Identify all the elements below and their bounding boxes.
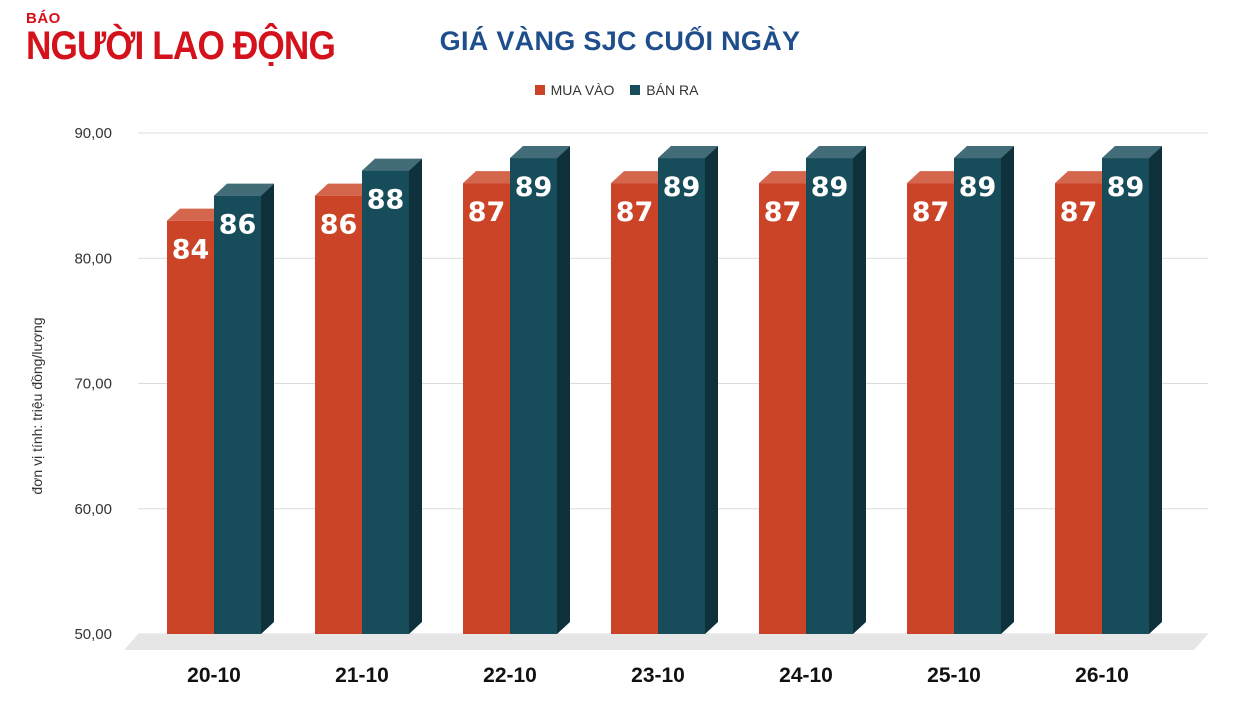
bar-buy-top [315, 183, 375, 196]
bar-buy [1055, 183, 1102, 634]
logo-small-text: BÁO [26, 10, 61, 27]
data-label-sell: 86 [219, 210, 257, 241]
bar-buy-top [907, 171, 967, 184]
bar-sell-side [261, 183, 274, 634]
bar-buy [167, 220, 214, 635]
x-tick-label: 24-10 [779, 664, 833, 687]
bar-sell-top [214, 183, 274, 196]
bar-buy [907, 183, 954, 634]
bar-buy-top [167, 208, 227, 221]
bar-buy [759, 183, 806, 634]
bar-buy [315, 195, 362, 634]
data-label-sell: 89 [959, 172, 997, 203]
bar-buy-top [463, 171, 523, 184]
data-label-buy: 87 [764, 197, 802, 228]
chart-floor [124, 634, 1208, 650]
y-tick-label: 70,00 [74, 376, 112, 393]
bars-layer [167, 146, 1162, 635]
bar-sell [1102, 158, 1149, 635]
logo-big-text: NGƯỜI LAO ĐỘNG [26, 24, 336, 68]
bar-buy-top [1055, 171, 1115, 184]
bar-sell-side [557, 146, 570, 635]
floor-plane [124, 634, 1208, 650]
bar-buy [611, 183, 658, 634]
bar-sell-top [510, 146, 570, 159]
data-label-sell: 89 [515, 172, 553, 203]
x-tick-label: 23-10 [631, 664, 685, 687]
legend-swatch-sell [630, 85, 641, 95]
x-tick-label: 26-10 [1075, 664, 1129, 687]
data-label-buy: 84 [172, 235, 210, 266]
bar-sell-side [1149, 146, 1162, 635]
y-tick-label: 90,00 [74, 125, 112, 142]
bar-buy-top [611, 171, 671, 184]
bar-sell [954, 158, 1001, 635]
bar-buy-top [759, 171, 819, 184]
bar-sell [658, 158, 705, 635]
bar-sell-side [705, 146, 718, 635]
x-tick-label: 21-10 [335, 664, 389, 687]
chart-title: GIÁ VÀNG SJC CUỐI NGÀY [439, 26, 801, 56]
bar-sell [806, 158, 853, 635]
data-label-buy: 87 [912, 197, 950, 228]
bar-sell-top [362, 158, 422, 171]
bar-sell-side [1001, 146, 1014, 635]
bar-sell-side [853, 146, 866, 635]
bar-sell [362, 170, 409, 634]
data-label-buy: 87 [616, 197, 654, 228]
bar-buy [463, 183, 510, 634]
chart-legend: MUA VÀO BÁN RA [0, 82, 1233, 98]
data-label-buy: 87 [468, 197, 506, 228]
data-label-buy: 87 [1060, 197, 1098, 228]
labels-layer: 84 86 20-10 86 88 21-10 87 89 22-10 87 89 23-10 87 89… [172, 172, 1145, 687]
legend-item-buy: MUA VÀO [534, 82, 615, 98]
y-axis-label: đơn vị tính: triệu đồng/lượng [29, 317, 45, 494]
x-tick-label: 20-10 [187, 664, 241, 687]
bar-sell-top [806, 146, 866, 159]
x-tick-label: 25-10 [927, 664, 981, 687]
y-tick-label: 60,00 [74, 501, 112, 518]
bar-sell [214, 195, 261, 634]
bar-sell-side [409, 158, 422, 634]
bar-sell-top [954, 146, 1014, 159]
newspaper-logo: BÁO NGƯỜI LAO ĐỘNG [26, 10, 336, 74]
bar-sell-top [1102, 146, 1162, 159]
bar-sell [510, 158, 557, 635]
data-label-sell: 88 [367, 185, 405, 216]
bar-sell-top [658, 146, 718, 159]
legend-item-sell: BÁN RA [630, 82, 698, 98]
x-tick-label: 22-10 [483, 664, 537, 687]
y-tick-label: 80,00 [74, 250, 112, 267]
data-label-sell: 89 [663, 172, 701, 203]
y-tick-label: 50,00 [74, 626, 112, 643]
data-label-sell: 89 [811, 172, 849, 203]
data-label-sell: 89 [1107, 172, 1145, 203]
legend-label-buy: MUA VÀO [550, 82, 615, 98]
legend-label-sell: BÁN RA [646, 82, 699, 98]
data-label-buy: 86 [320, 210, 358, 241]
legend-swatch-buy [534, 85, 545, 95]
